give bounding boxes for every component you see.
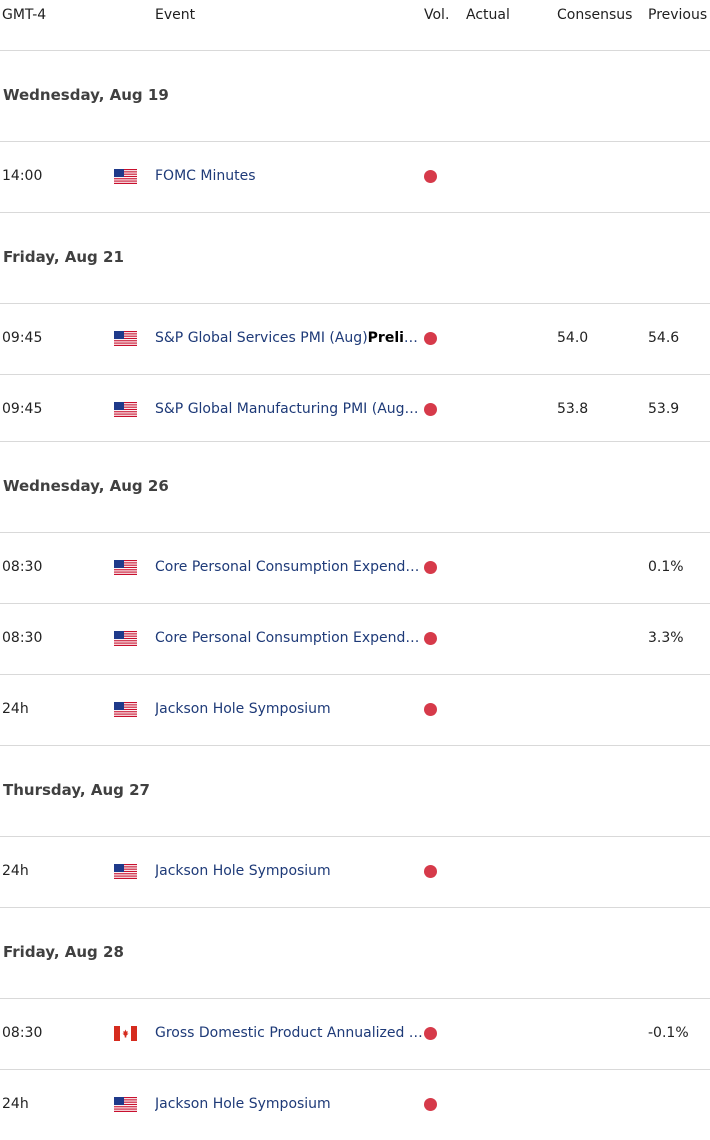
us-flag-icon — [114, 169, 137, 184]
previous-value: 0.1% — [648, 559, 684, 575]
divider — [0, 998, 710, 999]
event-name[interactable]: Core Personal Consumption Expendit… — [155, 630, 423, 646]
divider — [0, 745, 710, 746]
table-row[interactable]: 24h Jackson Hole Symposium — [0, 1070, 710, 1140]
previous-value: -0.1% — [648, 1025, 689, 1041]
divider — [0, 303, 710, 304]
divider — [0, 907, 710, 908]
day-header: Thursday, Aug 27 — [3, 781, 150, 799]
event-time: 08:30 — [2, 559, 43, 575]
table-row[interactable]: 24h Jackson Hole Symposium — [0, 675, 710, 745]
event-name[interactable]: Gross Domestic Product Annualized (… — [155, 1025, 423, 1041]
table-row[interactable]: 08:30 Core Personal Consumption Expendit… — [0, 604, 710, 674]
previous-column-header[interactable]: Previous — [648, 7, 708, 23]
volatility-indicator — [424, 1098, 437, 1111]
previous-value: 53.9 — [648, 401, 680, 417]
us-flag-icon — [114, 560, 137, 575]
previous-value: 3.3% — [648, 630, 684, 646]
us-flag-icon — [114, 702, 137, 717]
table-row[interactable]: 09:45 S&P Global Services PMI (Aug)Preli… — [0, 304, 710, 374]
us-flag-icon — [114, 1097, 137, 1112]
table-row[interactable]: 08:30 Gross Domestic Product Annualized … — [0, 999, 710, 1069]
volatility-indicator — [424, 1027, 437, 1040]
volatility-indicator — [424, 170, 437, 183]
divider — [0, 141, 710, 142]
table-row[interactable]: 14:00 FOMC Minutes — [0, 142, 710, 212]
divider — [0, 836, 710, 837]
volatility-indicator — [424, 561, 437, 574]
divider — [0, 212, 710, 213]
event-name[interactable]: Core Personal Consumption Expendit… — [155, 559, 423, 575]
volatility-indicator — [424, 703, 437, 716]
us-flag-icon — [114, 631, 137, 646]
ca-flag-icon — [114, 1026, 137, 1041]
day-header: Wednesday, Aug 19 — [3, 86, 169, 104]
event-time: 24h — [2, 701, 29, 717]
us-flag-icon — [114, 864, 137, 879]
day-header: Friday, Aug 28 — [3, 943, 124, 961]
table-row[interactable]: 24h Jackson Hole Symposium — [0, 837, 710, 907]
actual-column-header[interactable]: Actual — [466, 7, 510, 23]
divider — [0, 532, 710, 533]
divider — [0, 603, 710, 604]
event-time: 24h — [2, 1096, 29, 1112]
divider — [0, 1069, 710, 1070]
consensus-value: 54.0 — [557, 330, 589, 346]
divider — [0, 50, 710, 51]
volatility-column-header[interactable]: Vol. — [424, 7, 450, 23]
event-time: 09:45 — [2, 401, 43, 417]
event-time: 08:30 — [2, 1025, 43, 1041]
event-name[interactable]: S&P Global Services PMI (Aug)Prelimi… — [155, 330, 423, 346]
event-time: 08:30 — [2, 630, 43, 646]
event-time: 24h — [2, 863, 29, 879]
us-flag-icon — [114, 331, 137, 346]
divider — [0, 674, 710, 675]
volatility-indicator — [424, 403, 437, 416]
event-name[interactable]: S&P Global Manufacturing PMI (Aug)… — [155, 401, 423, 417]
table-row[interactable]: 08:30 Core Personal Consumption Expendit… — [0, 533, 710, 603]
volatility-indicator — [424, 865, 437, 878]
consensus-value: 53.8 — [557, 401, 589, 417]
event-time: 14:00 — [2, 168, 43, 184]
divider — [0, 441, 710, 442]
day-header: Friday, Aug 21 — [3, 248, 124, 266]
table-row[interactable]: 09:45 S&P Global Manufacturing PMI (Aug)… — [0, 375, 710, 445]
event-time: 09:45 — [2, 330, 43, 346]
us-flag-icon — [114, 402, 137, 417]
event-name[interactable]: Jackson Hole Symposium — [155, 701, 331, 717]
event-name[interactable]: Jackson Hole Symposium — [155, 1096, 331, 1112]
consensus-column-header[interactable]: Consensus — [557, 7, 633, 23]
event-name[interactable]: FOMC Minutes — [155, 168, 256, 184]
divider — [0, 374, 710, 375]
volatility-indicator — [424, 332, 437, 345]
volatility-indicator — [424, 632, 437, 645]
event-column-header[interactable]: Event — [155, 7, 196, 23]
timezone-header: GMT-4 — [2, 7, 47, 23]
previous-value: 54.6 — [648, 330, 680, 346]
day-header: Wednesday, Aug 26 — [3, 477, 169, 495]
event-name[interactable]: Jackson Hole Symposium — [155, 863, 331, 879]
